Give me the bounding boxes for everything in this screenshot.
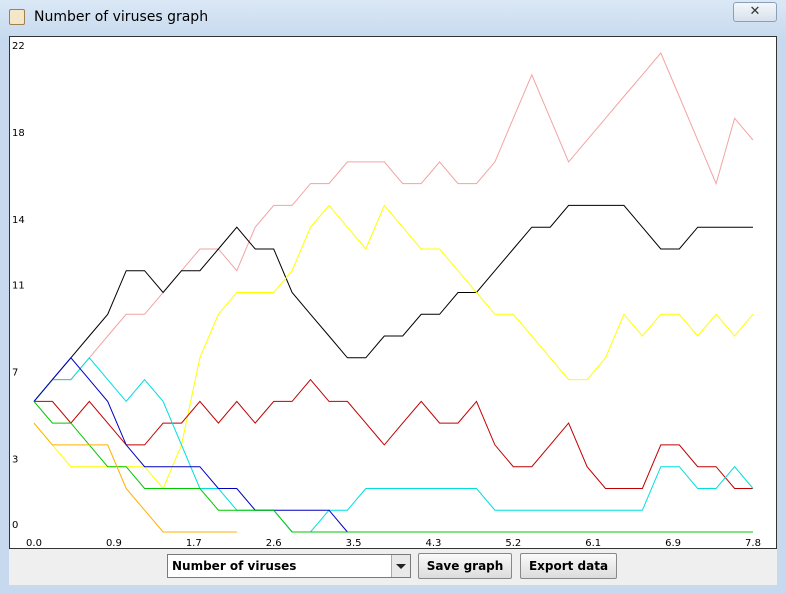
window-title: Number of viruses graph	[34, 9, 209, 25]
graph-select[interactable]: Number of viruses	[167, 554, 411, 578]
x-tick-label: 1.7	[186, 538, 202, 548]
app-icon	[9, 9, 25, 25]
plot-area: 0 3 7 11 14 18 22 0.0 0.9 1.7 2.6 3.5 4.3 5.2 6.1 6.9 7.…	[9, 36, 777, 549]
x-tick-label: 0.0	[26, 538, 42, 548]
select-text: Number of viruses	[172, 559, 297, 573]
control-panel: Number of viruses Save graph Export data	[9, 549, 777, 585]
save-button[interactable]: Save graph	[418, 553, 512, 579]
series-line	[33, 204, 754, 490]
x-tick-label: 3.5	[346, 538, 362, 548]
title-bar: Number of viruses graph ✕	[0, 0, 786, 34]
y-tick-label: 0	[12, 520, 18, 531]
series-line	[34, 378, 753, 489]
series-line	[33, 357, 754, 533]
x-tick-label: 0.9	[106, 538, 122, 548]
y-tick-label: 7	[12, 368, 18, 379]
series-line	[33, 52, 754, 402]
x-tick-label: 5.2	[505, 538, 521, 548]
close-button[interactable]: ✕	[733, 2, 777, 22]
y-tick-label: 14	[12, 215, 25, 226]
series-line	[33, 204, 753, 402]
export-button[interactable]: Export data	[520, 553, 617, 579]
series-line	[33, 357, 348, 533]
y-tick-label: 3	[12, 455, 18, 466]
y-tick-label: 22	[12, 41, 25, 52]
series-line	[33, 401, 753, 533]
x-tick-label: 7.8	[745, 538, 761, 548]
x-tick-label: 6.1	[585, 538, 601, 548]
y-tick-label: 11	[12, 281, 25, 292]
chart: 0 3 7 11 14 18 22 0.0 0.9 1.7 2.6 3.5 4.3 5.2 6.1 6.9 7.…	[12, 41, 761, 549]
x-tick-label: 2.6	[266, 538, 282, 548]
series-line	[33, 422, 237, 533]
dropdown-arrow[interactable]	[391, 555, 410, 577]
y-tick-label: 18	[12, 128, 25, 139]
x-tick-label: 6.9	[665, 538, 681, 548]
x-tick-label: 4.3	[425, 538, 441, 548]
